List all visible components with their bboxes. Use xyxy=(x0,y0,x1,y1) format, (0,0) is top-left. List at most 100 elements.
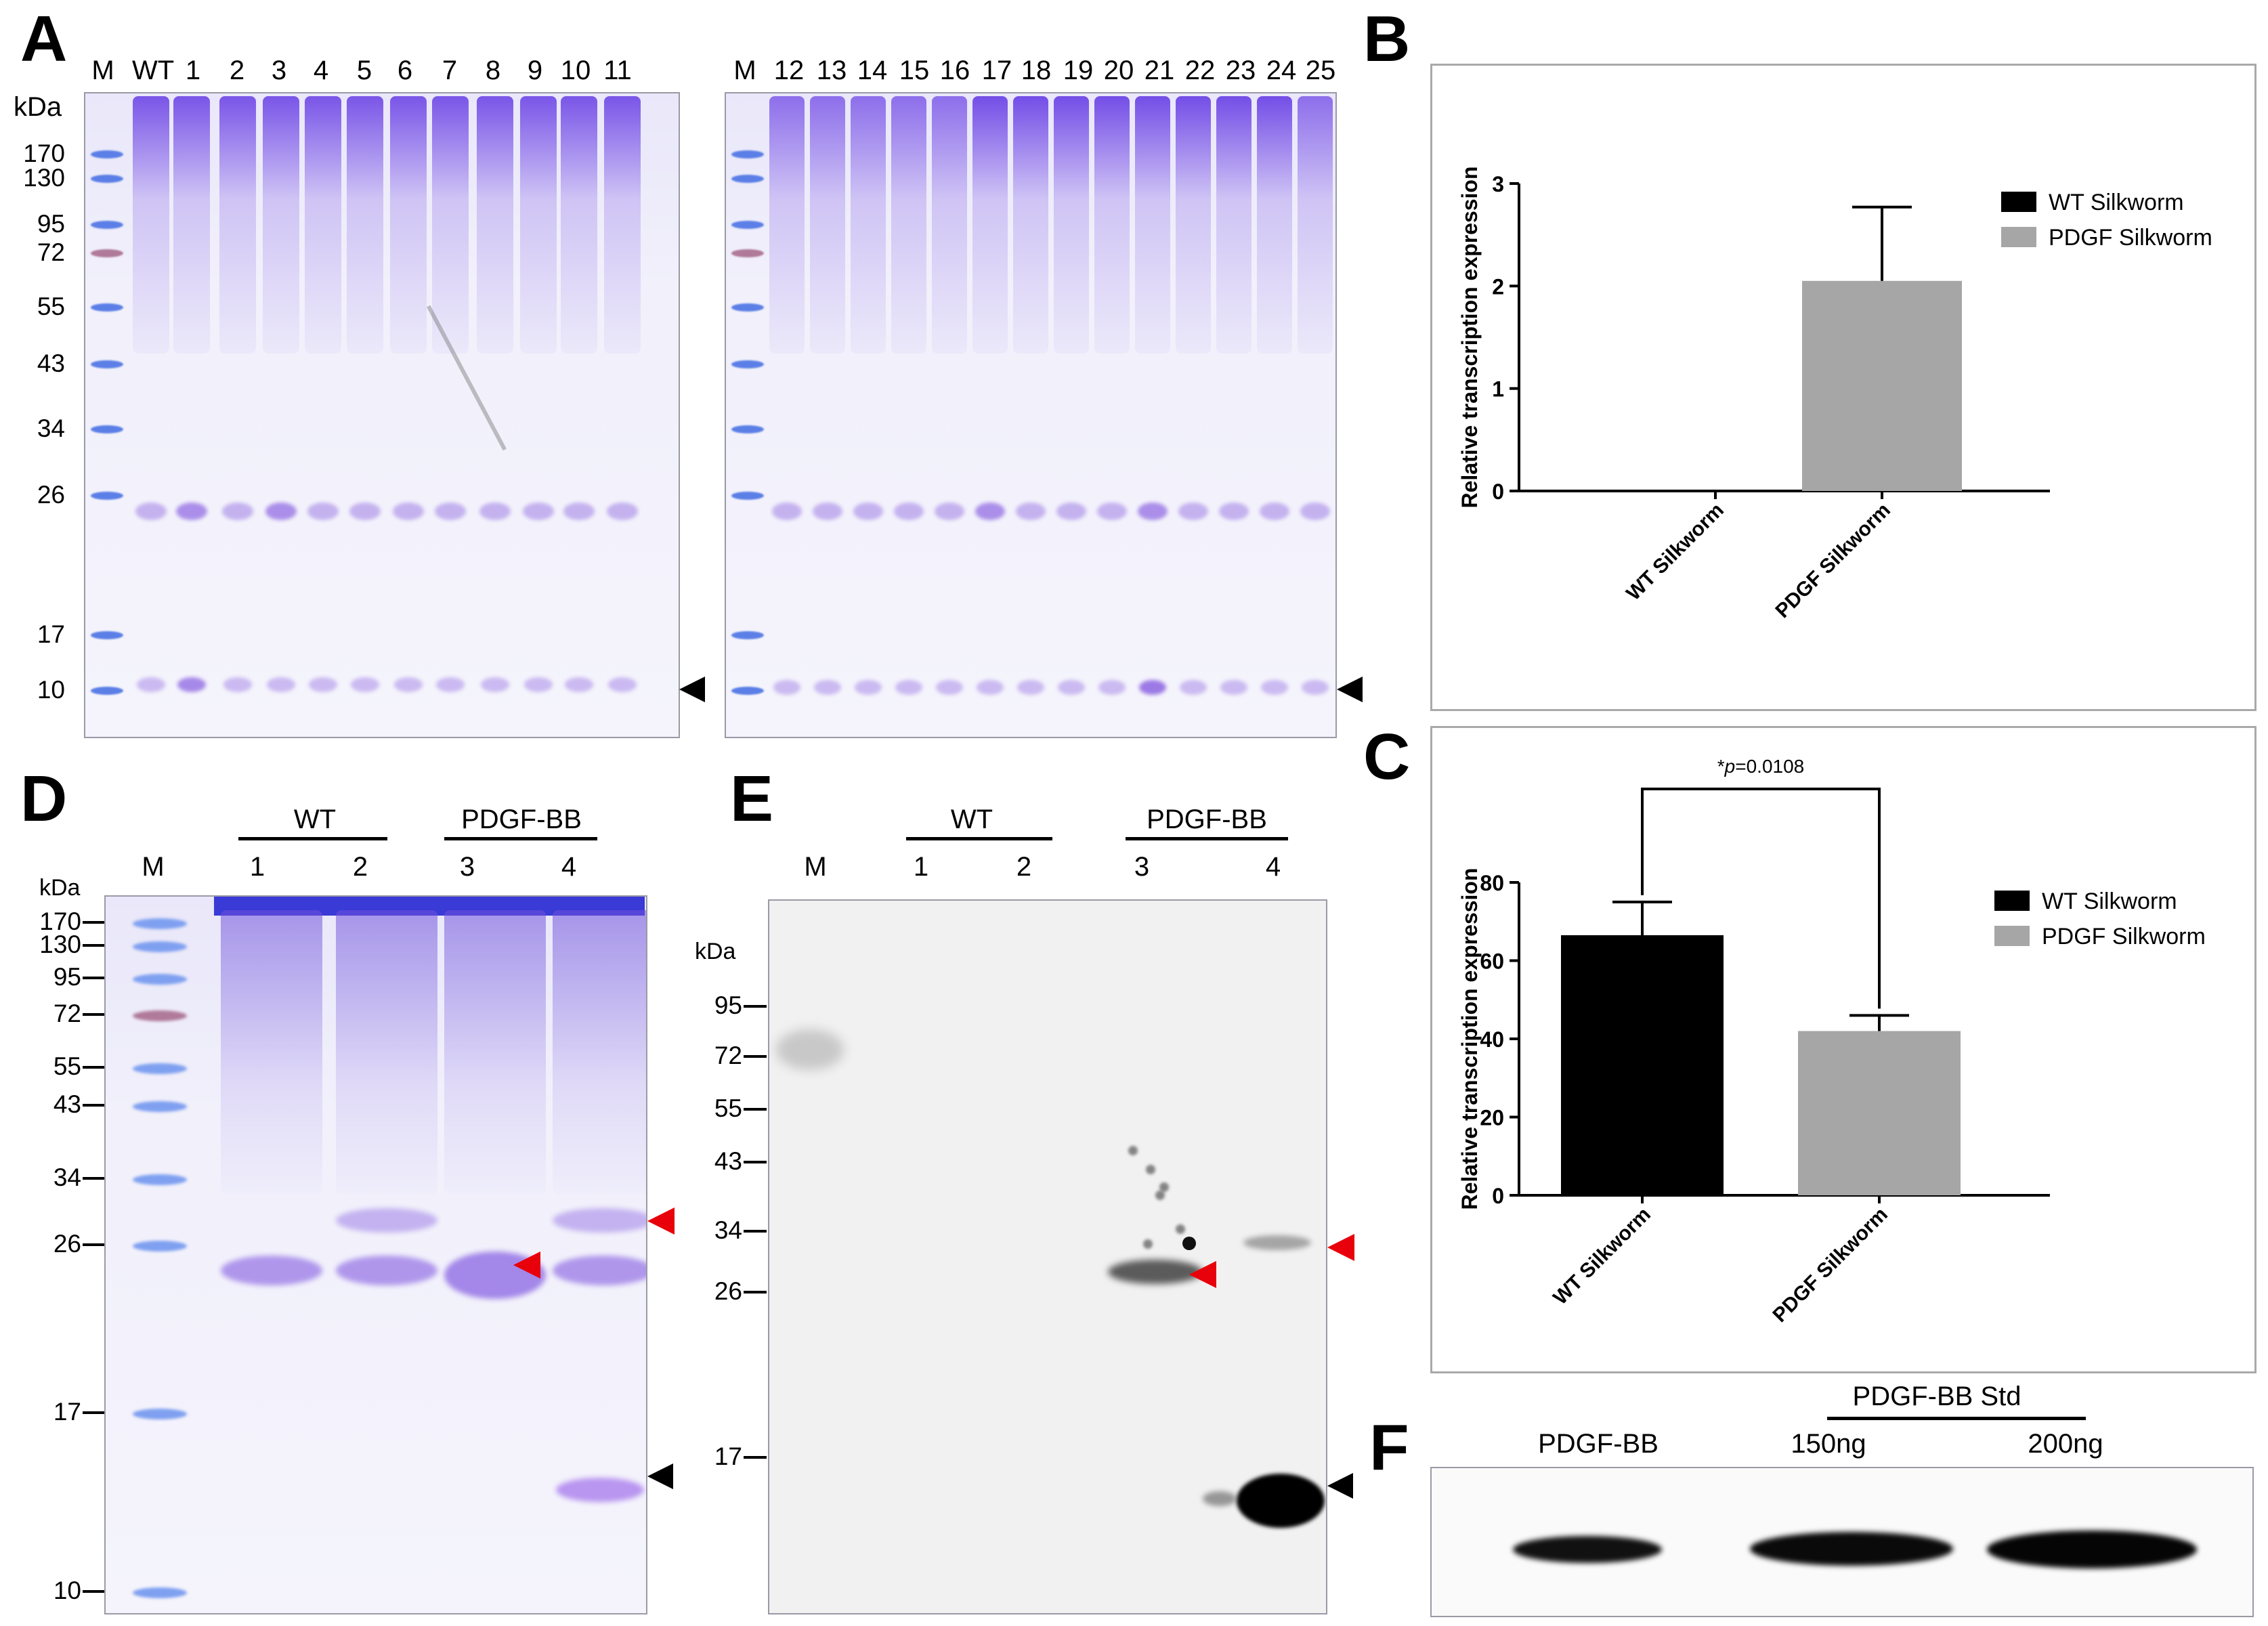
panel-f-blot xyxy=(1430,1467,2254,1617)
panel-a-right-lane: 18 xyxy=(1021,56,1052,85)
gel-marker-band xyxy=(91,175,123,183)
panel-a-right-lane: 20 xyxy=(1103,56,1134,85)
gel-marker-band xyxy=(133,1587,187,1598)
panel-d-mw-marker: 10 xyxy=(53,1577,81,1604)
gel-band-26kda xyxy=(894,502,924,520)
panel-d-lane: 1 xyxy=(249,852,265,882)
panel-d-mw-marker: 17 xyxy=(53,1398,81,1426)
panel-a-mw-marker: 43 xyxy=(37,349,65,377)
panel-a-left-lane: 7 xyxy=(442,56,458,85)
gel-lane-smear xyxy=(769,96,805,354)
gel-band-10kda xyxy=(936,680,963,695)
panel-e-mw-marker: 34 xyxy=(714,1216,742,1244)
panel-c-frame: 0 20 40 60 80 Relative transcription expressi… xyxy=(1430,726,2256,1373)
blot-band-std-200 xyxy=(1987,1531,2197,1568)
gel-lane-smear xyxy=(520,96,557,354)
gel-band-26kda xyxy=(1219,502,1249,520)
panel-a-right-lane: 22 xyxy=(1184,56,1216,85)
panel-a-left-lane: WT xyxy=(132,56,175,85)
gel-band-26kda xyxy=(1178,502,1208,520)
gel-lane-smear xyxy=(561,96,597,354)
gel-lane-smear xyxy=(891,96,926,354)
gel-lane-smear xyxy=(133,96,169,354)
panel-d-lane: 3 xyxy=(459,852,475,882)
legend-label: PDGF Silkworm xyxy=(2049,225,2212,251)
gel-band-26kda xyxy=(563,502,595,520)
gel-band-26kda xyxy=(853,502,883,520)
gel-marker-band xyxy=(133,1010,187,1021)
significance-label: *p=0.0108 xyxy=(1717,756,1804,777)
panel-d-mw-marker: 34 xyxy=(53,1163,81,1191)
gel-lane-smear xyxy=(1094,96,1130,354)
gel-band-26kda xyxy=(222,502,253,520)
panel-e-lane: 1 xyxy=(913,852,929,882)
panel-e-mw-tick xyxy=(744,1005,767,1008)
gel-marker-band xyxy=(731,360,764,368)
panel-a-right-lane: 19 xyxy=(1063,56,1094,85)
y-axis-label: Relative transcription expression xyxy=(1457,868,1482,1210)
panel-a-left-gel xyxy=(84,92,680,738)
gel-band-10kda xyxy=(1139,680,1166,695)
gel-marker-band xyxy=(133,1241,187,1251)
panel-a-left-lane: 11 xyxy=(603,56,632,85)
gel-band-10kda xyxy=(137,677,165,692)
panel-a-mw-marker: 130 xyxy=(23,164,65,192)
panel-b-frame: 0 1 2 3 Relative transcription expression WT … xyxy=(1430,64,2256,711)
gel-marker-band xyxy=(731,492,764,500)
legend-label: WT Silkworm xyxy=(2049,190,2184,215)
gel-lane-smear xyxy=(219,96,256,354)
panel-a-mw-marker: 34 xyxy=(37,414,65,442)
y-tick-label: 0 xyxy=(1492,479,1504,504)
x-tick-label: WT Silkworm xyxy=(1622,499,1728,605)
panel-e-mw-marker: 26 xyxy=(714,1277,742,1305)
panel-a-mw-marker: 170 xyxy=(23,140,65,167)
panel-a-right-lane: 25 xyxy=(1305,56,1336,85)
significance-value: =0.0108 xyxy=(1735,756,1804,777)
panel-a-mw-marker: 17 xyxy=(37,620,65,648)
panel-e-wt-bracket xyxy=(906,837,1052,840)
gel-marker-band xyxy=(731,425,764,433)
panel-a-right-lane: 21 xyxy=(1144,56,1175,85)
gel-marker-band xyxy=(133,918,187,929)
gel-band-30kda xyxy=(553,1208,646,1233)
panel-b-chart: 0 1 2 3 Relative transcription expression WT … xyxy=(1457,166,2212,622)
panel-a-mw-marker: 72 xyxy=(37,238,65,266)
y-tick-label: 60 xyxy=(1480,949,1504,974)
blot-dot xyxy=(1146,1165,1155,1174)
panel-e-mw-marker: 43 xyxy=(714,1147,742,1175)
gel-band-26kda xyxy=(553,1256,646,1285)
gel-lane-smear xyxy=(432,96,469,354)
gel-marker-band xyxy=(91,303,123,312)
blot-dot xyxy=(1159,1182,1169,1192)
gel-band-10kda xyxy=(351,677,379,692)
gel-band-10kda xyxy=(223,677,252,692)
panel-e-blot xyxy=(768,899,1327,1614)
panel-e-mw-tick xyxy=(744,1456,767,1459)
gel-band-30kda xyxy=(336,1208,437,1233)
x-tick-label: PDGF Silkworm xyxy=(1768,1203,1891,1327)
bar xyxy=(1561,935,1724,1195)
panel-a-right-lane: M xyxy=(733,56,756,85)
panel-f-std-header: PDGF-BB Std xyxy=(1852,1382,2021,1411)
gel-band-26kda xyxy=(336,1256,437,1285)
panel-d-group-pdgf: PDGF-BB xyxy=(461,805,582,834)
panel-f-lane-2: 150ng xyxy=(1791,1429,1866,1459)
legend-swatch xyxy=(2001,192,2036,212)
panel-a-label: A xyxy=(20,3,68,75)
gel-marker-band xyxy=(91,492,123,500)
gel-marker-band xyxy=(91,360,123,368)
gel-band-10kda xyxy=(1180,680,1207,695)
gel-marker-band xyxy=(133,1063,187,1074)
panel-a-left-lane: 9 xyxy=(527,56,543,85)
gel-band-10kda xyxy=(436,677,465,692)
panel-e-red-arrow-lane3-icon xyxy=(1189,1261,1216,1288)
gel-band-26kda xyxy=(307,502,339,520)
gel-band-26kda xyxy=(479,502,511,520)
blot-band-lane4-trail xyxy=(1203,1491,1237,1506)
gel-band-10kda xyxy=(1098,680,1126,695)
gel-band-26kda xyxy=(607,502,638,520)
blot-band-lane4-upper xyxy=(1243,1235,1311,1250)
blot-band-std-150 xyxy=(1750,1532,1953,1566)
